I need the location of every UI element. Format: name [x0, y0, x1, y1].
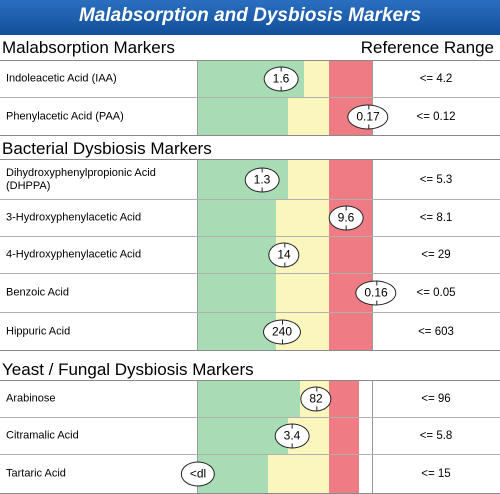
marker-label: Hippuric Acid	[6, 325, 71, 337]
header-banner: Malabsorption and Dysbiosis Markers	[0, 0, 500, 35]
result-marker: <dl	[180, 461, 216, 487]
normal-zone	[198, 237, 276, 273]
high-zone	[329, 313, 372, 350]
marker-label: Phenylacetic Acid (PAA)	[6, 110, 124, 122]
reference-value: <= 603	[418, 325, 454, 338]
reference-value: <= 5.8	[419, 430, 453, 442]
normal-zone	[198, 274, 276, 312]
marker-label: Citramalic Acid	[6, 429, 79, 442]
result-marker: 1.3	[244, 167, 280, 192]
section-title-yeast-fungal: Yeast / Fungal Dysbiosis Markers	[2, 360, 254, 379]
reference-value: <= 96	[421, 393, 451, 405]
borderline-zone	[276, 274, 329, 312]
result-marker: 240	[262, 319, 302, 344]
page-title: Malabsorption and Dysbiosis Markers	[78, 5, 422, 26]
marker-label: Arabinose	[6, 392, 56, 405]
marker-label: Dihydroxyphenylpropionic Acid (DHPPA)	[6, 166, 156, 192]
marker-label: Tartaric Acid	[6, 467, 66, 480]
result-marker: 9.6	[328, 205, 364, 231]
normal-zone	[198, 200, 276, 236]
borderline-zone	[304, 61, 329, 97]
marker-label: Indoleacetic Acid (IAA)	[6, 72, 117, 85]
normal-zone	[198, 418, 288, 454]
marker-label: Benzoic Acid	[6, 286, 69, 299]
borderline-zone	[288, 160, 329, 199]
reference-value: <= 29	[421, 249, 451, 261]
high-zone	[329, 418, 359, 454]
table-row: Phenylacetic Acid (PAA) 0.17 <= 0.12	[0, 98, 500, 135]
section-title-bacterial: Bacterial Dysbiosis Markers	[2, 139, 212, 158]
result-marker: 0.17	[347, 104, 389, 129]
table-row: 4-Hydroxyphenylacetic Acid 14 <= 29	[0, 237, 500, 274]
result-marker: 0.16	[355, 280, 397, 306]
table-row: Benzoic Acid 0.16 <= 0.05	[0, 274, 500, 313]
reference-value: <= 4.2	[419, 73, 453, 85]
yeast-fungal-table: Arabinose 82 <= 96 Citramalic Acid 3.4 <…	[0, 380, 500, 494]
result-marker: 1.6	[263, 66, 299, 92]
normal-zone	[198, 98, 288, 135]
table-row: Citramalic Acid 3.4 <= 5.8	[0, 418, 500, 455]
high-zone	[329, 61, 372, 97]
result-marker: 3.4	[274, 423, 310, 449]
table-row: Arabinose 82 <= 96	[0, 381, 500, 418]
borderline-zone	[268, 455, 329, 493]
reference-value: <= 0.12	[416, 110, 456, 123]
reference-value: <= 0.05	[416, 287, 456, 299]
borderline-zone	[276, 200, 329, 236]
result-marker: 14	[268, 242, 300, 268]
table-row: Indoleacetic Acid (IAA) 1.6 <= 4.2	[0, 61, 500, 98]
malabsorption-table: Indoleacetic Acid (IAA) 1.6 <= 4.2 Pheny…	[0, 60, 500, 136]
table-row: Hippuric Acid 240 <= 603	[0, 313, 500, 350]
normal-zone	[198, 381, 300, 417]
result-marker: 82	[300, 386, 332, 412]
high-zone	[329, 455, 359, 493]
bacterial-table: Dihydroxyphenylpropionic Acid (DHPPA) 1.…	[0, 159, 500, 351]
high-zone	[329, 381, 359, 417]
marker-label: 4-Hydroxyphenylacetic Acid	[6, 248, 142, 261]
reference-value: <= 8.1	[419, 212, 453, 224]
table-row: Tartaric Acid <dl <= 15	[0, 455, 500, 493]
borderline-zone	[288, 98, 329, 135]
table-row: Dihydroxyphenylpropionic Acid (DHPPA) 1.…	[0, 160, 500, 200]
reference-value: <= 5.3	[419, 173, 453, 186]
section-title-malabsorption: Malabsorption Markers	[2, 38, 175, 57]
high-zone	[329, 160, 372, 199]
reference-range-header: Reference Range	[360, 38, 494, 57]
reference-value: <= 15	[421, 468, 451, 480]
marker-label: 3-Hydroxyphenylacetic Acid	[6, 211, 142, 224]
table-row: 3-Hydroxyphenylacetic Acid 9.6 <= 8.1	[0, 200, 500, 237]
high-zone	[329, 237, 372, 273]
